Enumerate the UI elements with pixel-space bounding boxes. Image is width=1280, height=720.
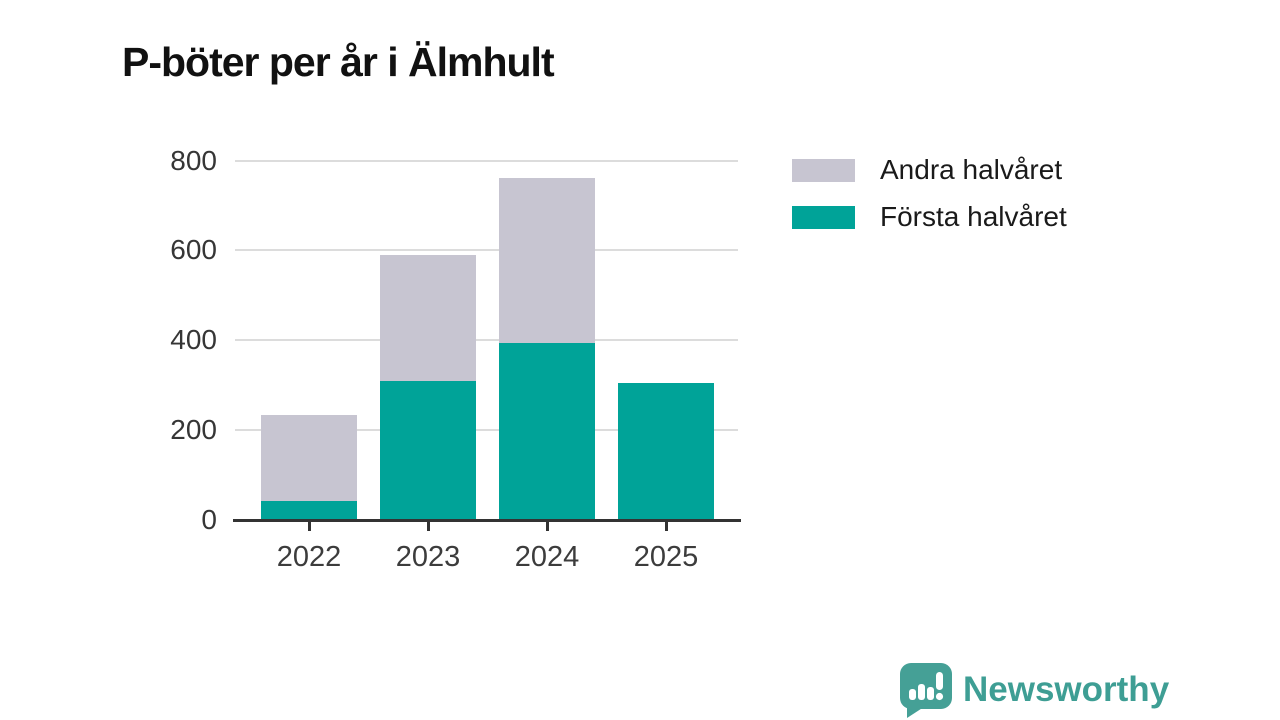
- bar-segment-forsta-2023: [380, 381, 476, 520]
- y-axis-tick-label: 800: [170, 144, 217, 176]
- gridline-400: [235, 339, 738, 342]
- newsworthy-logo-icon: [900, 663, 952, 718]
- legend-swatch-andra-halvaret: [792, 158, 855, 182]
- newsworthy-logo-text: Newsworthy: [963, 670, 1170, 709]
- x-axis-tick-label: 2022: [276, 541, 342, 573]
- y-axis-tick-label: 0: [201, 504, 217, 535]
- legend-label: Andra halvåret: [880, 154, 1063, 185]
- x-axis-tick-label: 2025: [633, 541, 699, 573]
- legend: Andra halvåret Första halvåret: [792, 154, 1067, 232]
- bar-segment-andra-2022: [261, 414, 357, 502]
- x-axis-tick: [545, 522, 549, 531]
- x-axis-tick-label: 2024: [514, 541, 580, 573]
- chart-title: P-böter per år i Älmhult: [122, 39, 555, 86]
- bar-segment-forsta-2025: [618, 383, 714, 520]
- x-axis-tick: [664, 522, 668, 531]
- x-axis-tick: [307, 522, 311, 531]
- x-axis-tick-label: 2023: [395, 541, 461, 573]
- y-axis-tick-label: 600: [170, 234, 217, 266]
- newsworthy-logo: Newsworthy: [897, 661, 1169, 718]
- bar-segment-andra-2024: [499, 177, 595, 343]
- legend-item-forsta-halvaret: Första halvåret: [792, 201, 1067, 232]
- gridline-600: [235, 249, 738, 252]
- legend-swatch-forsta-halvaret: [792, 205, 855, 229]
- legend-item-andra-halvaret: Andra halvåret: [792, 154, 1067, 185]
- bar-segment-andra-2023: [380, 254, 476, 382]
- gridline-200: [235, 429, 738, 432]
- x-axis-tick: [426, 522, 430, 531]
- legend-label: Första halvåret: [880, 201, 1067, 232]
- bar-segment-forsta-2024: [499, 342, 595, 520]
- bar-segment-forsta-2022: [261, 501, 357, 520]
- gridline-800: [235, 159, 738, 162]
- x-axis-line: [233, 519, 741, 522]
- y-axis-tick-label: 200: [170, 414, 217, 446]
- y-axis-tick-label: 400: [170, 324, 217, 356]
